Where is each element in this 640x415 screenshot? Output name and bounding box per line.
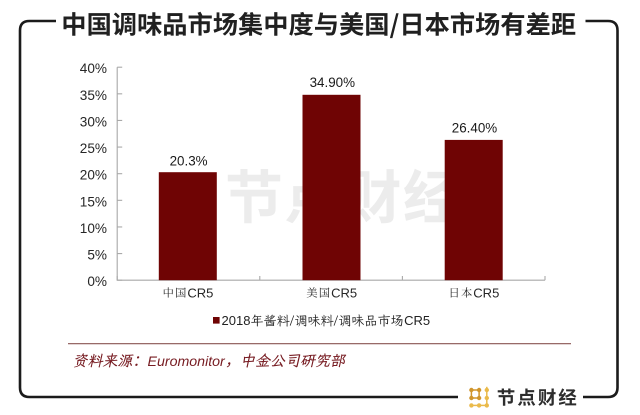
svg-text:15%: 15%	[80, 194, 107, 209]
svg-text:CR5: CR5	[473, 285, 499, 300]
svg-text:10%: 10%	[80, 221, 107, 236]
svg-text:Euromonitor: Euromonitor	[148, 354, 227, 370]
svg-text:40%: 40%	[80, 61, 107, 76]
svg-text:5%: 5%	[87, 248, 107, 263]
svg-text:CR5: CR5	[331, 285, 357, 300]
svg-text:34.90%: 34.90%	[310, 75, 356, 90]
svg-text:0%: 0%	[87, 274, 107, 289]
svg-text:2018: 2018	[222, 313, 251, 328]
svg-text:30%: 30%	[80, 114, 107, 129]
svg-text:20%: 20%	[80, 168, 107, 183]
svg-text:CR5: CR5	[187, 285, 213, 300]
svg-text:35%: 35%	[80, 88, 107, 103]
svg-text:25%: 25%	[80, 141, 107, 156]
svg-text:26.40%: 26.40%	[452, 121, 498, 136]
svg-text:20.3%: 20.3%	[170, 154, 208, 169]
svg-text:CR5: CR5	[404, 313, 430, 328]
